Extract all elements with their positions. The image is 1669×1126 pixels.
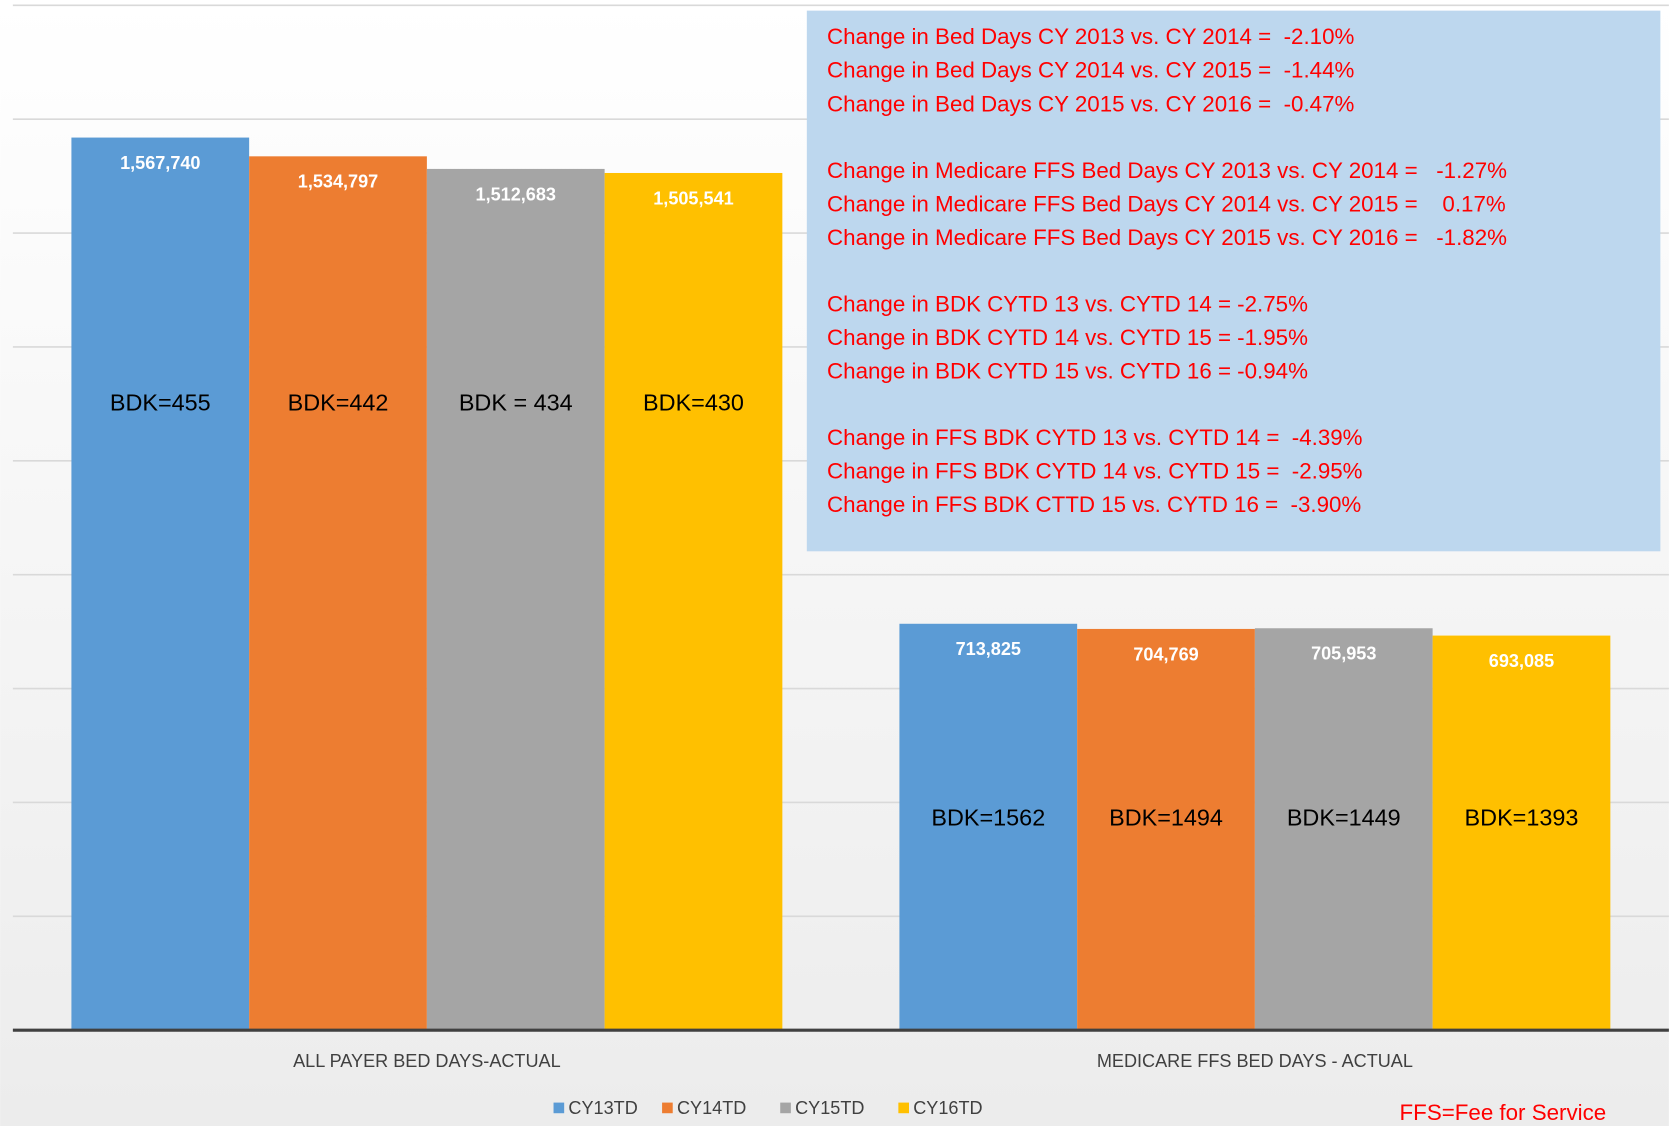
legend-label: CY13TD — [568, 1098, 637, 1118]
legend-label: CY16TD — [913, 1098, 982, 1118]
bar — [426, 168, 605, 1031]
note-line: Change in Bed Days CY 2013 vs. CY 2014 =… — [827, 24, 1354, 49]
note-line: Change in FFS BDK CTTD 15 vs. CYTD 16 = … — [827, 492, 1361, 517]
note-line: Change in Bed Days CY 2015 vs. CY 2016 =… — [827, 91, 1354, 116]
bar — [899, 623, 1078, 1031]
legend-label: CY15TD — [795, 1098, 864, 1118]
note-line: Change in Medicare FFS Bed Days CY 2015 … — [827, 225, 1507, 250]
note-line: Change in Bed Days CY 2014 vs. CY 2015 =… — [827, 58, 1354, 83]
value-label: 704,769 — [1133, 644, 1198, 664]
value-label: 705,953 — [1311, 644, 1376, 664]
value-label: 1,505,541 — [653, 188, 733, 208]
value-label: 693,085 — [1489, 651, 1554, 671]
legend-swatch — [780, 1102, 791, 1114]
bar-annotation: BDK=1562 — [931, 805, 1045, 831]
note-line: Change in BDK CYTD 15 vs. CYTD 16 = -0.9… — [827, 358, 1308, 383]
footnote: FFS=Fee for Service — [1400, 1100, 1607, 1125]
bar — [1432, 635, 1611, 1031]
bar — [1077, 628, 1255, 1031]
note-line: Change in Medicare FFS Bed Days CY 2013 … — [827, 158, 1507, 183]
bar-annotation: BDK=442 — [288, 390, 389, 416]
note-line: Change in BDK CYTD 13 vs. CYTD 14 = -2.7… — [827, 291, 1308, 316]
bar-annotation: BDK=1393 — [1465, 805, 1579, 831]
bar — [1254, 628, 1433, 1031]
bar-annotation: BDK=455 — [110, 390, 211, 416]
legend-label: CY14TD — [677, 1098, 746, 1118]
bar-annotation: BDK=430 — [643, 390, 744, 416]
note-box — [806, 10, 1661, 552]
legend-swatch — [662, 1102, 673, 1114]
value-label: 1,567,740 — [120, 153, 200, 173]
bar-annotation: BDK=1449 — [1287, 805, 1401, 831]
bar — [604, 172, 783, 1031]
legend-swatch — [898, 1102, 909, 1114]
bar-annotation: BDK=1494 — [1109, 805, 1223, 831]
bar — [249, 156, 427, 1031]
legend-swatch — [553, 1102, 565, 1114]
note-line: Change in FFS BDK CYTD 14 vs. CYTD 15 = … — [827, 458, 1363, 483]
x-tick-label: ALL PAYER BED DAYS-ACTUAL — [293, 1051, 561, 1071]
value-label: 1,512,683 — [476, 184, 556, 204]
note-line: Change in Medicare FFS Bed Days CY 2014 … — [827, 191, 1506, 216]
note-line: Change in FFS BDK CYTD 13 vs. CYTD 14 = … — [827, 425, 1363, 450]
value-label: 713,825 — [956, 639, 1021, 659]
value-label: 1,534,797 — [298, 172, 378, 192]
x-tick-label: MEDICARE FFS BED DAYS - ACTUAL — [1097, 1051, 1413, 1071]
bar — [71, 137, 250, 1031]
note-line: Change in BDK CYTD 14 vs. CYTD 15 = -1.9… — [827, 325, 1308, 350]
bar-annotation: BDK = 434 — [459, 390, 573, 416]
